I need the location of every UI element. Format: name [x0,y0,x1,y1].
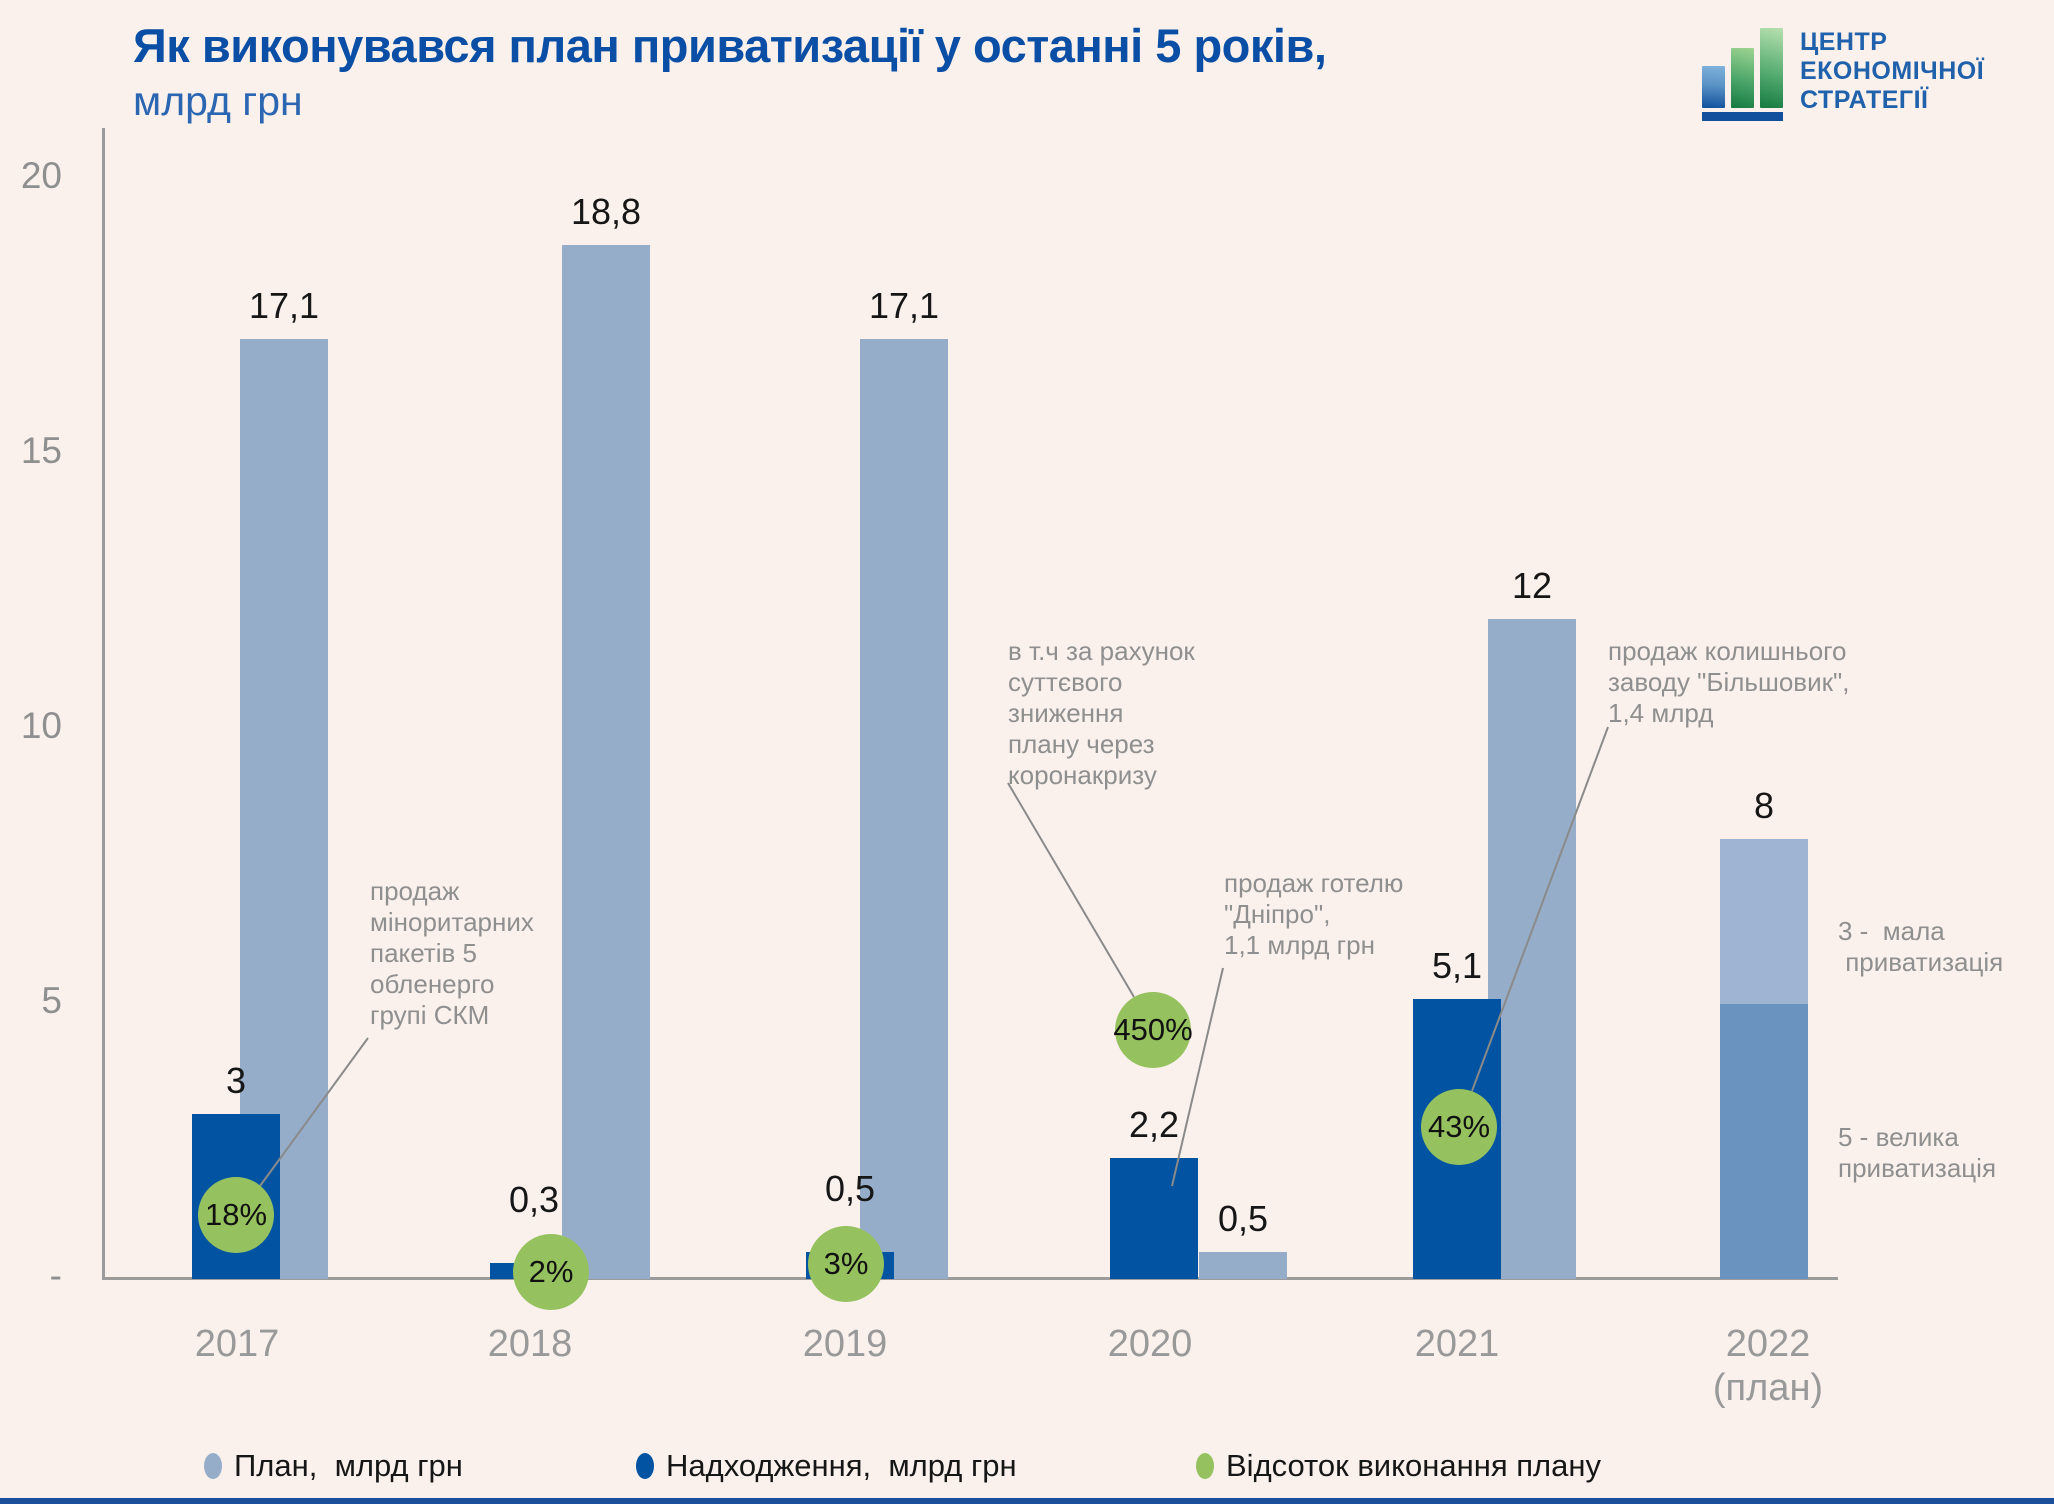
leader-line-2021 [1471,726,1609,1092]
logo-bar-green-mid [1731,48,1754,108]
plan-value-2021: 12 [1511,565,1553,606]
annotation-2022-small-privatization: 3 - мала приватизація [1838,916,2004,977]
annotation-2021-bilshovyk: продаж колишнього заводу "Більшовик", 1,… [1608,636,1850,728]
logo-baseline [1702,112,1783,121]
legend-label-plan: План, млрд грн [234,1448,463,1483]
plan-value-2018: 18,8 [570,191,642,232]
stack-total-value-2022: 8 [1753,785,1775,826]
year-label-2018: 2018 [487,1323,573,1365]
percent-badge-2018: 2% [513,1234,589,1310]
legend-item-plan: План, млрд грн [204,1448,463,1484]
percent-badge-2017: 18% [198,1177,274,1253]
stack-big-bar-2022 [1720,1004,1808,1279]
actual-value-2021: 5,1 [1431,944,1483,986]
y-axis-line [102,128,105,1279]
year-label-2021: 2021 [1414,1323,1500,1365]
logo-bar-green-tall [1760,28,1783,108]
plan-bar-2020 [1199,1251,1287,1279]
plan-bar-2021 [1488,619,1576,1279]
actual-value-2020: 2,2 [1128,1104,1180,1145]
legend-label-actual: Надходження, млрд грн [666,1448,1017,1483]
plan-legend-dot-icon [204,1453,222,1479]
logo-text-line3: СТРАТЕГІЇ [1800,86,1929,114]
plan-value-2020: 0,5 [1217,1197,1269,1239]
percent-badge-2019: 3% [808,1226,884,1302]
bottom-accent-strip [0,1498,2054,1504]
legend-label-percent: Відсоток виконання плану [1226,1448,1601,1483]
leader-line-2017 [259,1037,369,1187]
bar-chart-logo-icon [1702,28,1784,121]
percent-legend-dot-icon [1196,1453,1214,1479]
leader-line-2020-percent [1007,782,1135,998]
y-tick-20: 20 [20,155,62,196]
x-axis-line [102,1277,1838,1280]
year-label-2020: 2020 [1107,1323,1193,1365]
actual-legend-dot-icon [636,1453,654,1479]
y-tick-0: - [49,1255,62,1296]
page-title: Як виконувався план приватизації у остан… [133,19,1327,72]
actual-value-2019: 0,5 [824,1167,876,1209]
page-subtitle: млрд грн [133,78,303,124]
actual-value-2017: 3 [225,1060,247,1101]
logo-text-line1: ЦЕНТР [1800,28,1888,56]
plan-value-2019: 17,1 [868,284,940,326]
leader-line-2020-bar [1171,967,1224,1187]
actual-value-2018: 0,3 [508,1178,560,1220]
percent-badge-2020: 450% [1113,992,1193,1068]
year-label-2019: 2019 [802,1323,888,1365]
ces-logo: ЦЕНТР ЕКОНОМІЧНОЇ СТРАТЕГІЇ [1702,28,1984,121]
year-label-2022: 2022 (план) [1712,1323,1824,1409]
y-tick-10: 10 [20,705,62,746]
logo-text: ЦЕНТР ЕКОНОМІЧНОЇ СТРАТЕГІЇ [1800,28,1984,115]
y-tick-5: 5 [41,980,62,1021]
logo-text-line2: ЕКОНОМІЧНОЇ [1800,57,1985,85]
stack-small-bar-2022 [1720,839,1808,1004]
annotation-2022-big-privatization: 5 - велика приватизація [1838,1122,1997,1183]
legend-item-actual: Надходження, млрд грн [636,1448,1017,1484]
plan-bar-2019 [860,338,948,1279]
annotation-2020-dnipro-hotel: продаж готелю "Дніпро", 1,1 млрд грн [1224,868,1404,960]
legend-item-percent: Відсоток виконання плану [1196,1448,1601,1484]
plan-value-2017: 17,1 [248,284,320,326]
annotation-2020-coronacrisis: в т.ч за рахунок суттєвого зниження план… [1008,636,1195,790]
year-label-2017: 2017 [194,1323,280,1365]
logo-bar-blue [1702,66,1725,108]
annotation-2017-skm: продаж міноритарних пакетів 5 обленерго … [370,876,534,1030]
actual-bar-2020 [1110,1158,1198,1279]
plan-bar-2018 [562,245,650,1279]
percent-badge-2021: 43% [1421,1089,1497,1165]
y-tick-15: 15 [20,430,62,471]
